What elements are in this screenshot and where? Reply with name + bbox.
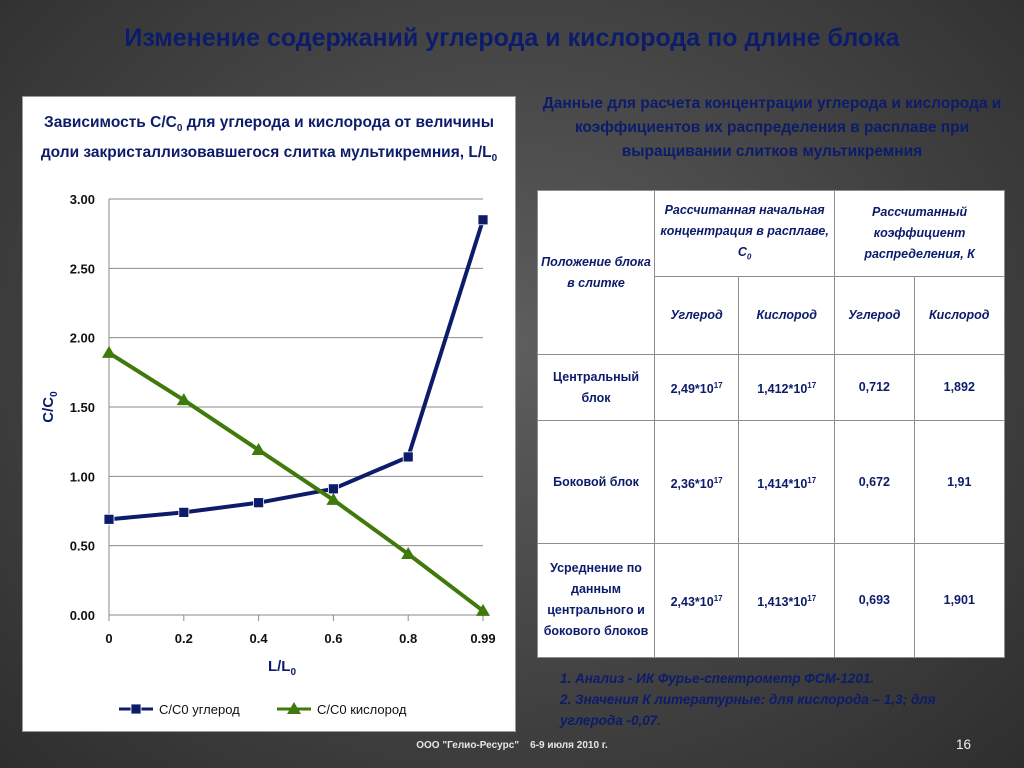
x-tick-label: 0.99 [470,631,495,646]
x-tick-label: 0.6 [324,631,342,646]
row-k-carbon: 0,672 [834,420,915,544]
table-row: Центральный блок 2,49*1017 1,412*1017 0,… [537,354,1006,422]
row-k-oxygen: 1,901 [913,542,1006,659]
data-point [326,492,341,505]
y-tick-label: 0.00 [70,608,95,623]
data-table: Положение блока в слитке Рассчитанная на… [537,189,1006,659]
row-k-carbon: 0,693 [834,542,915,659]
data-point [102,345,116,358]
notes: 1. Анализ - ИК Фурье-спектрометр ФСМ-120… [560,668,1000,731]
y-tick-label: 2.00 [70,331,95,346]
table-heading: Данные для расчета концентрации углерода… [542,95,1002,160]
legend-label: C/C0 углерод [159,702,240,717]
series-line-oxygen [107,351,485,613]
y-tick-label: 3.00 [70,192,95,207]
data-point [402,451,414,463]
data-point [476,603,490,616]
table-row: Боковой блок 2,36*1017 1,414*1017 0,672 … [537,420,1006,544]
data-point [401,546,416,559]
header-concentration: Рассчитанная начальная концентрация в ра… [653,189,836,278]
subheader-carbon: Углерод [653,276,740,356]
page-number: 16 [956,737,972,752]
series-line-carbon [108,219,485,522]
row-c-carbon: 2,49*1017 [653,354,740,422]
table-row: Усреднение по данным центрального и боко… [537,542,1006,659]
x-tick-label: 0.2 [175,631,193,646]
subheader-oxygen: Кислород [913,276,1006,356]
header-position: Положение блока в слитке [537,189,655,356]
row-position: Усреднение по данным центрального и боко… [537,542,655,659]
data-point [327,483,339,495]
note-item: 1. Анализ - ИК Фурье-спектрометр ФСМ-120… [560,671,875,686]
x-axis-label: L/L0 [268,658,297,678]
row-position: Боковой блок [537,420,655,544]
data-point [477,214,489,226]
footer: ООО "Гелио-Ресурс" 6-9 июля 2010 г. [416,740,608,751]
row-c-oxygen: 1,412*1017 [738,354,836,422]
row-c-carbon: 2,36*1017 [653,420,740,544]
row-c-oxygen: 1,413*1017 [738,542,836,659]
row-position: Центральный блок [537,354,655,422]
row-k-oxygen: 1,892 [913,354,1006,422]
header-coefficient: Рассчитанный коэффициент распределения, … [834,189,1005,278]
x-tick-label: 0 [105,631,112,646]
data-point [176,393,191,406]
chart-panel: Зависимость С/С0 для углерода и кислород… [22,96,516,732]
data-point [253,497,265,509]
note-item: 2. Значения К литературные: для кислород… [560,692,936,728]
y-tick-label: 1.00 [70,469,95,484]
row-c-carbon: 2,43*1017 [653,542,740,659]
legend-marker [287,702,301,714]
row-k-oxygen: 1,91 [913,420,1006,544]
legend-label: C/C0 кислород [317,702,407,717]
chart-title: Зависимость С/С0 для углерода и кислород… [40,114,498,165]
y-axis-label: C/C0 [40,391,60,423]
legend-marker [130,703,142,715]
slide-title: Изменение содержаний углерода и кислород… [124,24,900,52]
data-point [178,506,190,518]
subheader-carbon: Углерод [834,276,915,356]
row-k-carbon: 0,712 [834,354,915,422]
row-c-oxygen: 1,414*1017 [738,420,836,544]
x-tick-label: 0.8 [399,631,417,646]
y-tick-label: 0.50 [70,539,95,554]
y-tick-label: 1.50 [70,400,95,415]
line-chart: 0.00 0.50 1.00 1.50 2.00 2.50 3.00 0 0.2 0.4 0.6 0.… [40,192,496,717]
subheader-oxygen: Кислород [738,276,836,356]
y-tick-label: 2.50 [70,261,95,276]
data-point [251,442,266,455]
data-point [103,513,115,525]
x-tick-label: 0.4 [250,631,269,646]
